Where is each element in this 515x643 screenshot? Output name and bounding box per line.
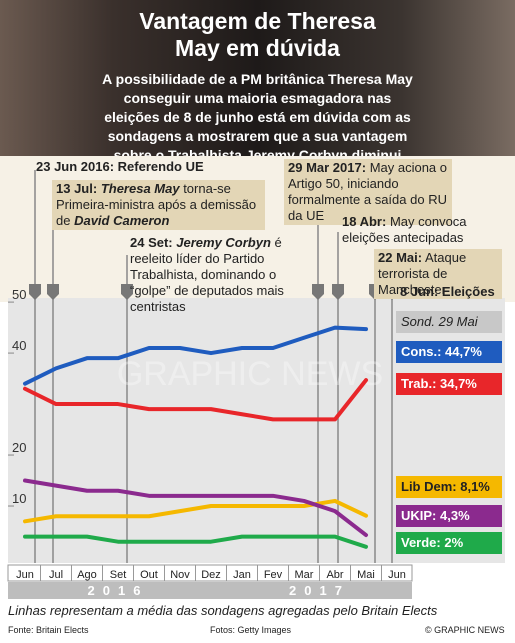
x-tick-label: Jan (233, 569, 251, 581)
event-marker (312, 284, 324, 300)
series-line (23, 378, 368, 422)
credit: © GRAPHIC NEWS (425, 625, 505, 635)
x-tick-label: Jul (49, 569, 63, 581)
x-tick-label: Fev (264, 569, 283, 581)
annotation: 29 Mar 2017: May aciona o Artigo 50, ini… (284, 159, 452, 225)
x-tick-label: Set (110, 569, 127, 581)
x-tick-label: Nov (170, 569, 190, 581)
subtitle: A possibilidade de a PM britânica Theres… (102, 71, 413, 163)
legend-entry: Lib Dem: 8,1% (396, 476, 502, 498)
x-tick-label: Jun (16, 569, 34, 581)
source: Fonte: Britain Elects (8, 625, 89, 635)
poll-label: Sond. 29 Mai (396, 311, 502, 333)
year-label: 2016 (88, 583, 149, 598)
watermark: GRAPHIC NEWS (117, 355, 383, 393)
annotation: 23 Jun 2016: Referendo UE (36, 159, 204, 174)
y-tick-label: 20 (12, 440, 26, 455)
annotation: 24 Set: Jeremy Corbyn é reeleito líder d… (130, 235, 284, 314)
legend-entry: UKIP: 4,3% (396, 505, 502, 527)
photo-credit: Fotos: Getty Images (210, 625, 292, 635)
x-tick-label: Abr (326, 569, 343, 581)
legend-entry: Trab.: 34,7% (396, 373, 502, 395)
annotation: 8 Jun: Eleições (400, 284, 495, 299)
y-tick-label: 50 (12, 287, 26, 302)
x-tick-label: Mar (295, 569, 314, 581)
title: Vantagem de Theresa May em dúvida (139, 8, 376, 61)
x-tick-label: Jun (388, 569, 406, 581)
event-marker (29, 284, 41, 300)
event-marker (121, 284, 133, 300)
annotation: 22 Mai: Ataque terrorista de Manchester (374, 249, 502, 299)
x-tick-label: Ago (77, 569, 97, 581)
legend-entry: Verde: 2% (396, 532, 502, 554)
header-photo (0, 0, 515, 156)
year-band (8, 582, 412, 599)
x-tick-label: Out (140, 569, 158, 581)
annotation: 18 Abr: May convoca eleições antecipadas (342, 214, 467, 245)
series-line (23, 478, 368, 538)
footnote: Linhas representam a média das sondagens… (8, 603, 438, 618)
event-marker (332, 284, 344, 300)
x-axis-band (7, 564, 413, 582)
series-line (23, 534, 368, 549)
annotation: 13 Jul: Theresa May torna-se Primeira-mi… (52, 180, 265, 230)
series-line (23, 498, 368, 524)
legend-entry: Cons.: 44,7% (396, 341, 502, 363)
year-label: 2017 (289, 583, 350, 598)
x-tick-label: Mai (357, 569, 375, 581)
event-marker (47, 284, 59, 300)
series-line (23, 325, 368, 386)
y-tick-label: 40 (12, 338, 26, 353)
x-tick-label: Dez (201, 569, 221, 581)
y-tick-label: 10 (12, 491, 26, 506)
